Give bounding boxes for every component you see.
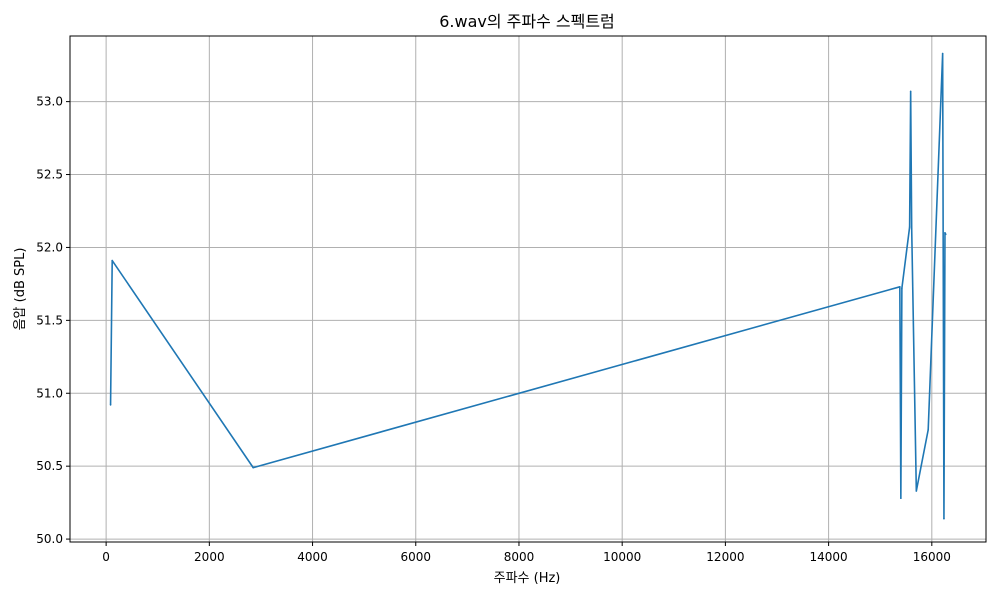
data-point	[910, 227, 913, 230]
data-point	[111, 259, 114, 262]
data-point	[109, 404, 112, 406]
x-tick-label: 12000	[706, 550, 744, 564]
grid	[70, 36, 986, 542]
data-point	[909, 90, 912, 93]
x-tick-label: 6000	[400, 550, 431, 564]
x-tick-label: 0	[102, 550, 110, 564]
x-tick-label: 2000	[194, 550, 225, 564]
y-tick-label: 51.5	[36, 313, 63, 327]
data-point	[915, 490, 918, 492]
data-point	[927, 428, 930, 431]
chart-title: 6.wav의 주파수 스펙트럼	[439, 12, 615, 31]
x-axis-title: 주파수 (Hz)	[494, 571, 561, 586]
y-tick-label: 51.0	[36, 386, 63, 400]
data-point	[908, 226, 911, 228]
x-tick-label: 4000	[297, 550, 328, 564]
x-tick-label: 14000	[810, 550, 848, 564]
y-axis-title: 음압 (dB SPL)	[13, 248, 28, 331]
data-point	[944, 233, 947, 236]
series-layer	[109, 52, 947, 520]
y-tick-label: 53.0	[36, 95, 63, 109]
plot-frame	[69, 35, 987, 543]
data-point	[943, 517, 945, 520]
ticks: 0 2000 4000 6000 8000 10000 12000 14000 16000 50.…	[36, 95, 951, 564]
x-tick-label: 10000	[603, 550, 641, 564]
data-point	[941, 52, 944, 55]
data-point	[900, 497, 902, 500]
data-point	[901, 287, 903, 290]
data-point	[899, 286, 901, 288]
x-tick-label: 8000	[504, 550, 535, 564]
x-tick-label: 16000	[913, 550, 951, 564]
y-tick-label: 52.5	[36, 168, 63, 182]
data-point	[944, 232, 946, 234]
y-tick-label: 52.0	[36, 240, 63, 254]
data-point	[252, 466, 254, 469]
y-tick-label: 50.5	[36, 459, 63, 473]
y-tick-label: 50.0	[36, 532, 63, 546]
